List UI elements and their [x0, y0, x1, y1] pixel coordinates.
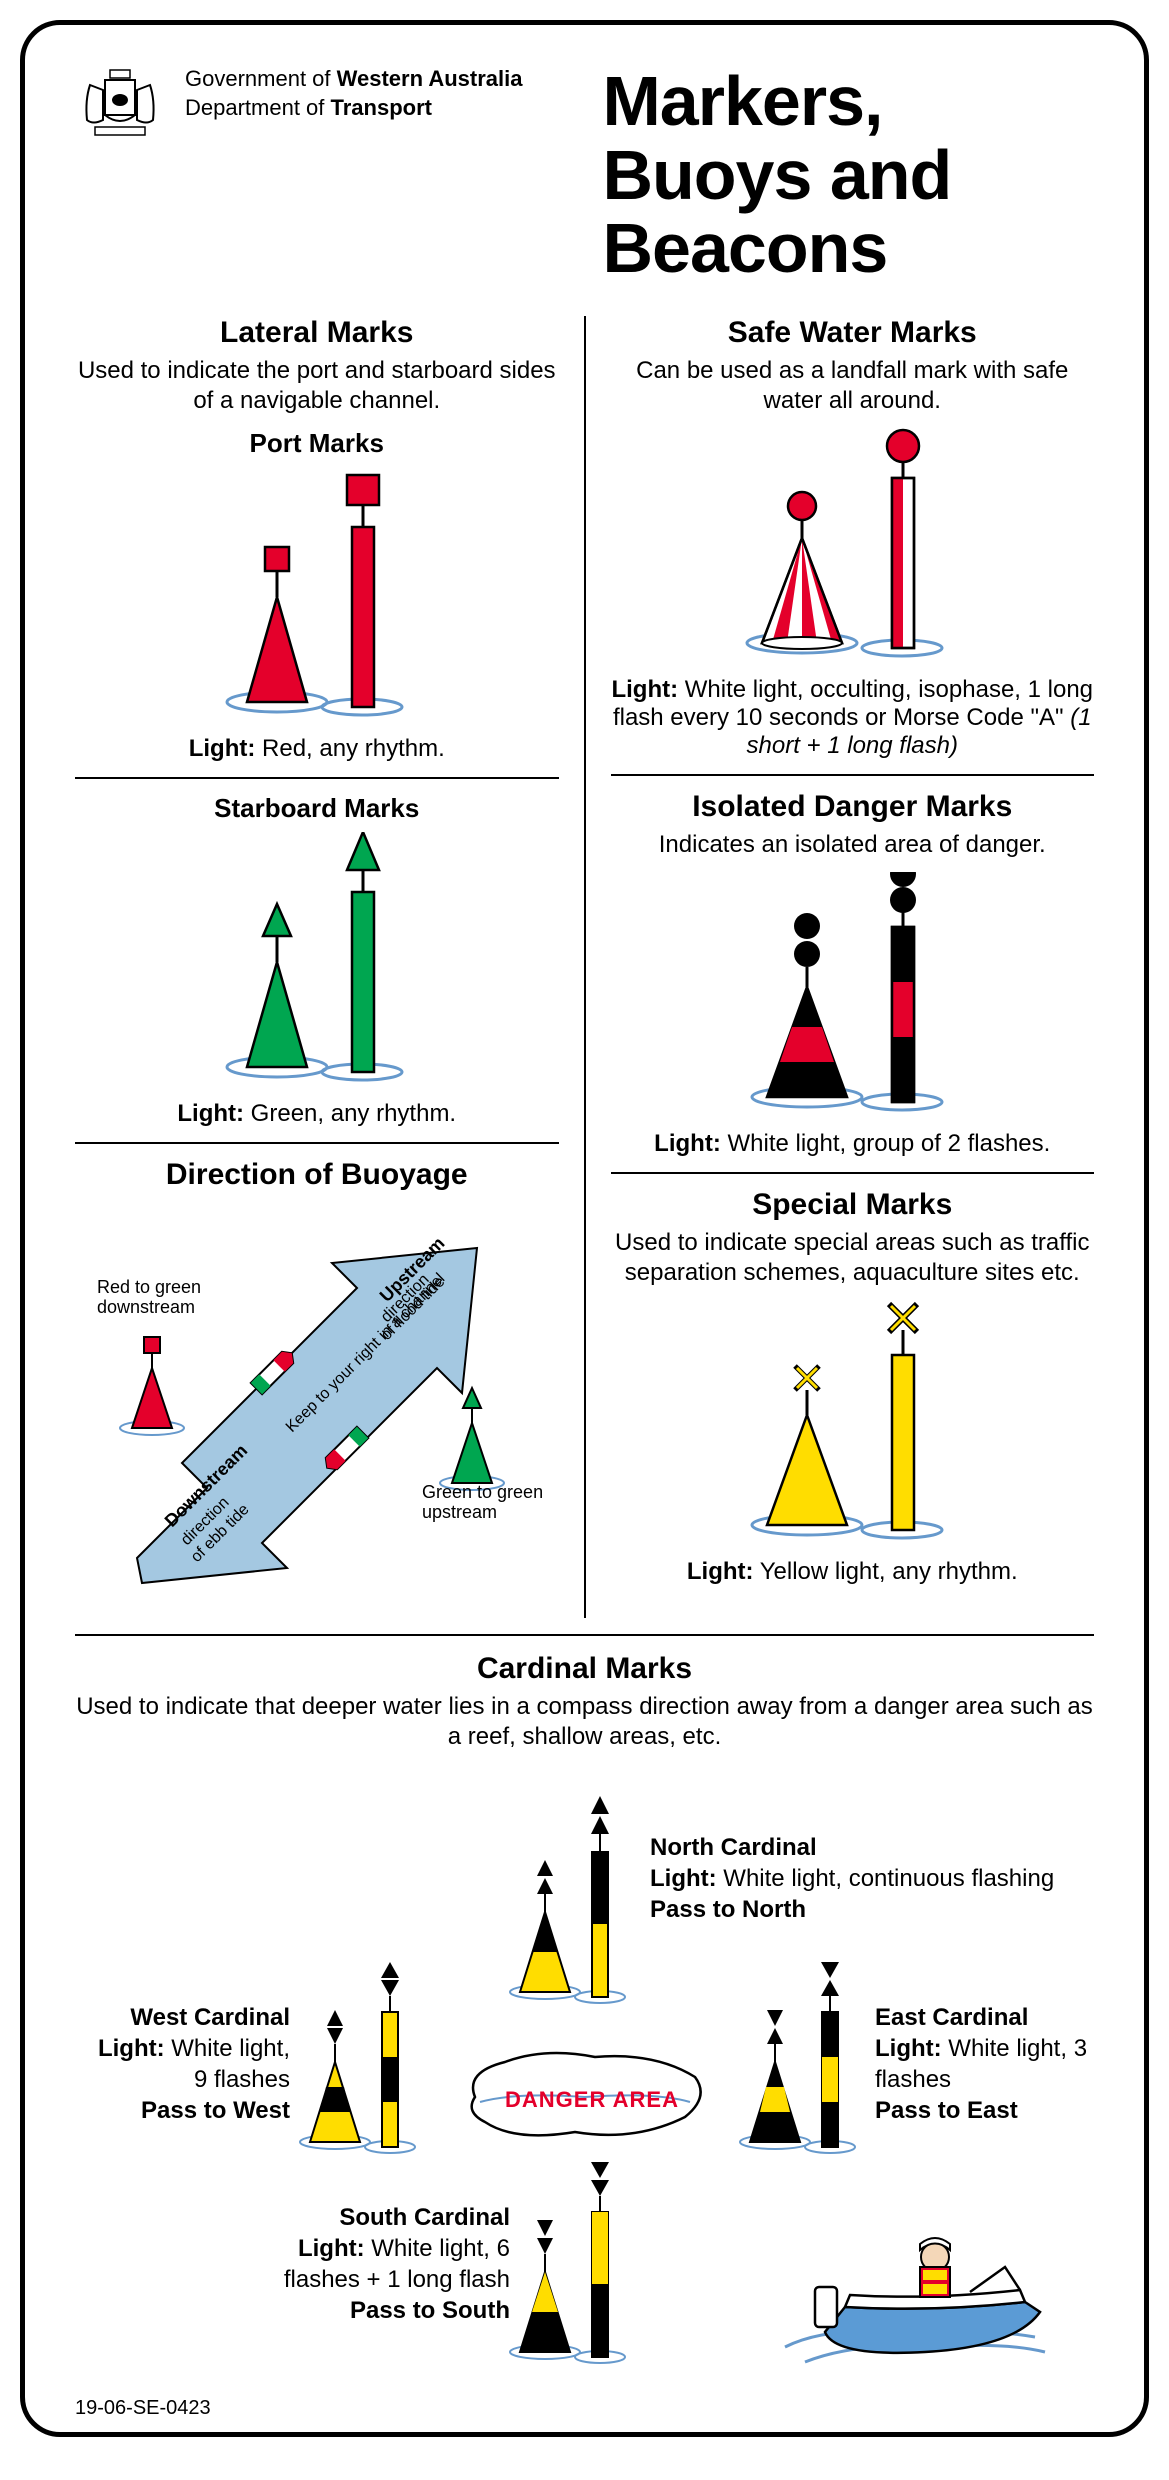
gov-line1-pre: Government of — [185, 66, 337, 91]
isolated-title: Isolated Danger Marks — [611, 790, 1095, 824]
east-cardinal-label: East Cardinal Light: White light, 3 flas… — [875, 2002, 1094, 2127]
boat-icon — [775, 2212, 1055, 2382]
svg-text:upstream: upstream — [422, 1502, 497, 1522]
left-column: Lateral Marks Used to indicate the port … — [75, 316, 586, 1618]
safewater-desc: Can be used as a landfall mark with safe… — [611, 356, 1095, 416]
starboard-light: Light: Green, any rhythm. — [75, 1100, 559, 1128]
cardinal-desc: Used to indicate that deeper water lies … — [75, 1692, 1094, 1752]
svg-text:Green to green: Green to green — [422, 1482, 543, 1502]
isolated-danger-marks-icon — [712, 872, 992, 1122]
lateral-title: Lateral Marks — [75, 316, 559, 350]
page-title: Markers, Buoys and Beacons — [602, 65, 1094, 286]
direction-title: Direction of Buoyage — [75, 1158, 559, 1192]
isolated-light: Light: White light, group of 2 flashes. — [611, 1130, 1095, 1158]
special-marks-icon — [712, 1300, 992, 1550]
gov-text: Government of Western Australia Departme… — [185, 65, 522, 122]
gov-line2-pre: Department of — [185, 95, 331, 120]
divider — [75, 777, 559, 779]
divider — [611, 1172, 1095, 1174]
divider — [611, 774, 1095, 776]
svg-text:downstream: downstream — [97, 1297, 195, 1317]
gov-line2-bold: Transport — [331, 95, 432, 120]
direction-buoyage-icon: Upstream direction of flood tide Downstr… — [77, 1198, 557, 1618]
header: Government of Western Australia Departme… — [75, 65, 1094, 286]
starboard-marks-icon — [187, 832, 447, 1092]
right-column: Safe Water Marks Can be used as a landfa… — [586, 316, 1095, 1618]
main-grid: Lateral Marks Used to indicate the port … — [75, 316, 1094, 1618]
safewater-title: Safe Water Marks — [611, 316, 1095, 350]
north-cardinal-icon — [505, 1782, 635, 2012]
cardinal-section: Cardinal Marks Used to indicate that dee… — [75, 1634, 1094, 2402]
special-desc: Used to indicate special areas such as t… — [611, 1228, 1095, 1288]
special-light: Light: Yellow light, any rhythm. — [611, 1558, 1095, 1586]
south-cardinal-label: South Cardinal Light: White light, 6 fla… — [250, 2202, 510, 2327]
special-title: Special Marks — [611, 1188, 1095, 1222]
divider — [75, 1142, 559, 1144]
north-cardinal-label: North Cardinal Light: White light, conti… — [650, 1832, 1054, 1926]
safewater-light: Light: White light, occulting, isophase,… — [611, 676, 1095, 760]
cardinal-title: Cardinal Marks — [75, 1652, 1094, 1686]
isolated-desc: Indicates an isolated area of danger. — [611, 830, 1095, 860]
west-cardinal-label: West Cardinal Light: White light, 9 flas… — [90, 2002, 290, 2127]
gov-line1-bold: Western Australia — [337, 66, 523, 91]
port-title: Port Marks — [75, 428, 559, 459]
page: Government of Western Australia Departme… — [20, 20, 1149, 2437]
safe-water-marks-icon — [712, 428, 992, 668]
south-cardinal-icon — [505, 2152, 635, 2372]
cardinal-grid: DANGER AREA North Cardinal Li — [75, 1772, 1094, 2402]
coat-of-arms-icon — [75, 65, 165, 145]
port-light: Light: Red, any rhythm. — [75, 735, 559, 763]
lateral-desc: Used to indicate the port and starboard … — [75, 356, 559, 416]
east-cardinal-icon — [735, 1962, 865, 2162]
danger-area-label: DANGER AREA — [505, 2087, 679, 2113]
doc-code: 19-06-SE-0423 — [75, 2397, 211, 2420]
starboard-title: Starboard Marks — [75, 793, 559, 824]
west-cardinal-icon — [295, 1962, 425, 2162]
port-marks-icon — [187, 467, 447, 727]
svg-text:Red to green: Red to green — [97, 1277, 201, 1297]
